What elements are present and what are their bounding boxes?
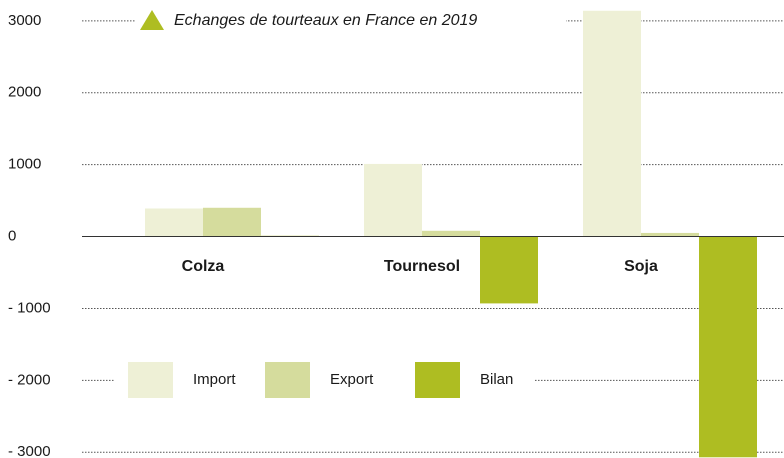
chart-title: Echanges de tourteaux en France en 2019	[174, 12, 477, 29]
legend-label: Import	[193, 371, 236, 388]
y-tick-label: 3000	[8, 12, 41, 29]
x-tick-label: Soja	[624, 258, 658, 275]
legend-label: Bilan	[480, 371, 513, 388]
bar	[583, 10, 641, 237]
legend-swatch	[128, 362, 173, 398]
bar	[699, 236, 757, 458]
y-tick-label: - 3000	[8, 443, 51, 458]
y-tick-label: - 1000	[8, 299, 51, 316]
title-background	[136, 6, 566, 34]
bar	[422, 230, 480, 237]
x-tick-label: Colza	[182, 258, 225, 275]
title-icon	[140, 10, 164, 30]
y-tick-label: 0	[8, 228, 16, 245]
legend-background	[115, 356, 535, 404]
y-tick-label: 2000	[8, 84, 41, 101]
legend-swatch	[415, 362, 460, 398]
legend-swatch	[265, 362, 310, 398]
bar	[480, 236, 538, 304]
bar	[145, 208, 203, 237]
bar	[203, 207, 261, 237]
bar	[641, 232, 699, 237]
legend-label: Export	[330, 371, 374, 388]
bar	[364, 163, 422, 237]
y-tick-label: - 2000	[8, 371, 51, 388]
y-tick-label: 1000	[8, 156, 41, 173]
x-tick-label: Tournesol	[384, 258, 460, 275]
